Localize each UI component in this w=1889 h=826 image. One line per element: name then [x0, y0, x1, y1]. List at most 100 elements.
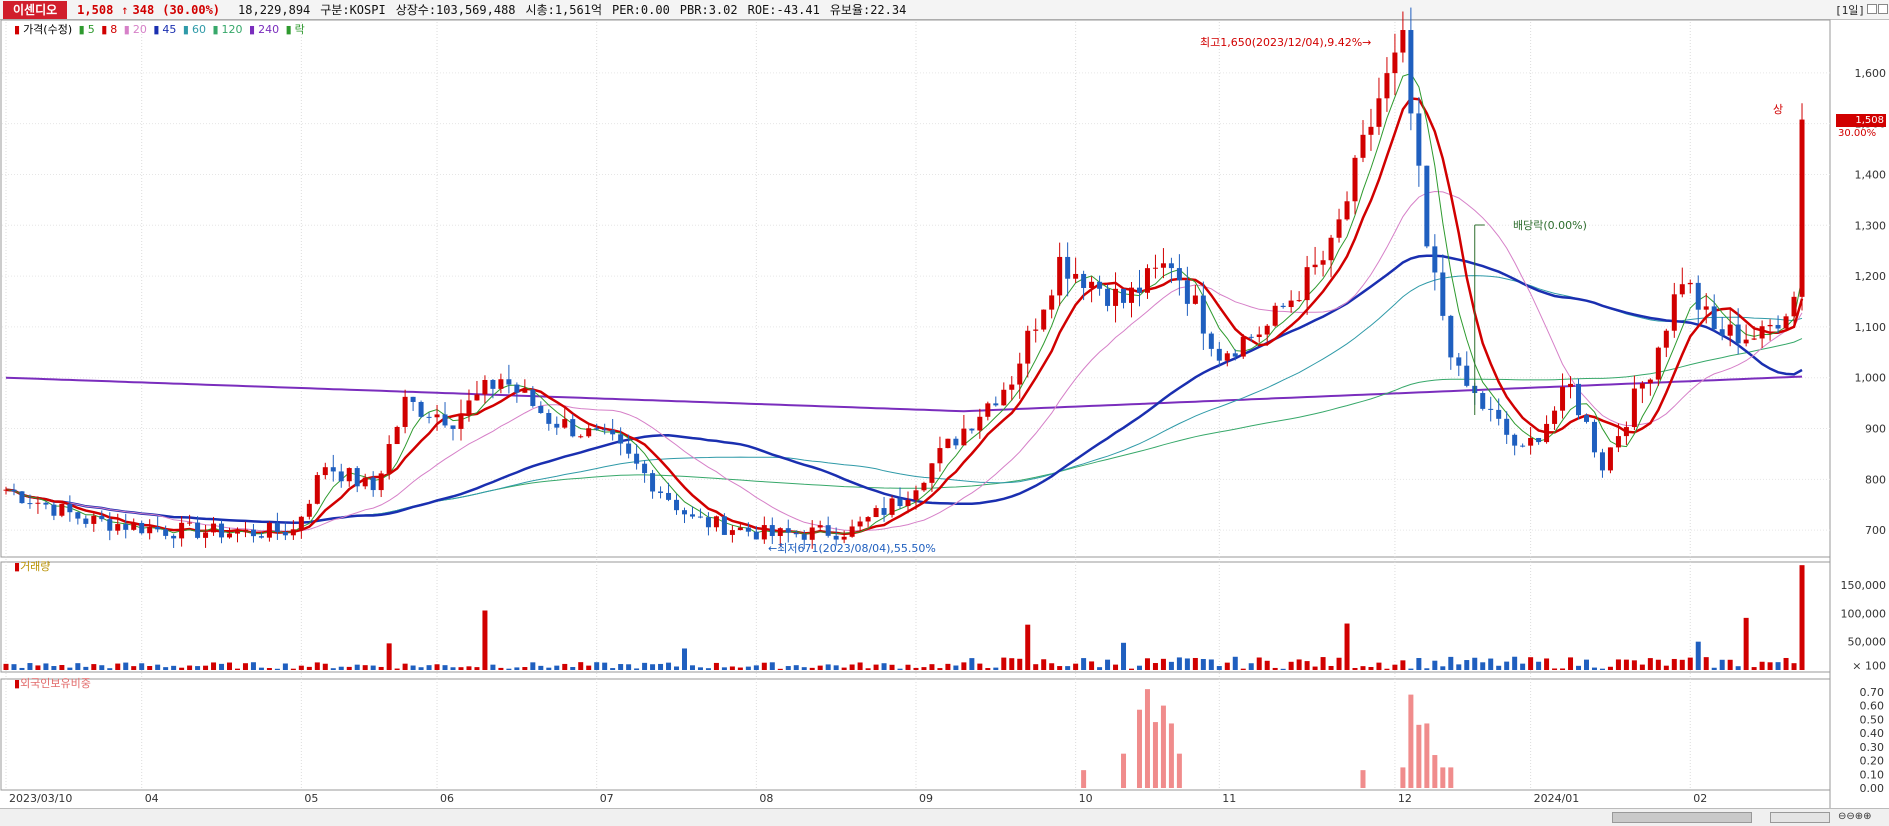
price-tick-label: 1,200: [1855, 270, 1887, 283]
volume-bar: [857, 662, 863, 670]
volume-bar: [1192, 657, 1198, 670]
volume-bar: [578, 662, 584, 670]
volume-bar: [729, 666, 735, 670]
candle-body: [937, 448, 943, 464]
volume-bar: [1097, 667, 1103, 670]
volume-bar: [634, 668, 640, 670]
candle-body: [242, 529, 248, 532]
candle-body: [785, 528, 791, 533]
header-bar: 이센디오 1,508 ↑ 348 (30.00%) 18,229,894 구분:…: [0, 0, 1889, 20]
candle-body: [1408, 30, 1414, 114]
volume-bar: [434, 664, 440, 670]
candle-body: [163, 529, 169, 536]
volume-bar: [1639, 664, 1645, 670]
volume-bar: [43, 663, 49, 670]
legend-ma240: 240: [258, 23, 280, 36]
candle-body: [618, 434, 624, 444]
volume-bar: [242, 663, 248, 670]
volume-bar: [618, 664, 624, 670]
foreign-tick-label: 0.50: [1860, 713, 1885, 726]
volume-bar: [1017, 658, 1023, 670]
candle-body: [1121, 288, 1127, 303]
candle-body: [777, 528, 783, 536]
candle-body: [1568, 383, 1574, 387]
volume-bar: [626, 664, 632, 670]
zoom-slider[interactable]: [1770, 812, 1830, 823]
candle-body: [1623, 427, 1629, 437]
candle-body: [147, 527, 153, 534]
scroll-thumb[interactable]: [1612, 812, 1752, 823]
candle-body: [793, 532, 799, 535]
volume-bar: [841, 667, 847, 670]
zoom-icons[interactable]: ⊖⊖⊕⊕: [1838, 811, 1872, 822]
minimize-button[interactable]: [1867, 4, 1877, 14]
candle-body: [538, 405, 544, 414]
candle-body: [945, 438, 951, 449]
candle-body: [394, 426, 400, 445]
listed-shares: 상장수:103,569,488: [395, 3, 516, 17]
volume-bar: [306, 666, 312, 670]
volume-bar: [1791, 663, 1797, 670]
foreign-bar: [1416, 724, 1422, 788]
volume-bar: [1152, 663, 1158, 670]
foreign-panel-title: ▮외국인보유비중: [14, 677, 91, 690]
candle-body: [1264, 325, 1270, 335]
volume-bar: [187, 665, 193, 670]
volume-bar: [921, 667, 927, 670]
candle-body: [1328, 237, 1334, 261]
foreign-tick-label: 0.20: [1860, 755, 1885, 768]
candle-body: [474, 394, 480, 401]
scroll-bar[interactable]: ⊖⊖⊕⊕: [0, 808, 1889, 826]
candle-body: [985, 403, 991, 417]
candle-body: [610, 430, 616, 435]
candle-body: [1312, 264, 1318, 268]
foreign-holding-bars: [1081, 689, 1454, 788]
volume-bar: [506, 668, 512, 670]
period-selector[interactable]: [1일]: [1835, 4, 1865, 17]
candle-body: [1073, 273, 1079, 279]
volume-bar: [1536, 661, 1542, 670]
candle-body: [1232, 353, 1238, 357]
candle-body: [713, 516, 719, 528]
candle-body: [522, 389, 528, 393]
candle-body: [266, 522, 272, 538]
price-legend: ▮ 가격(수정) ▮ 5 ▮ 8 ▮ 20 ▮ 45 ▮ 60 ▮ 120 ▮ 240 ▮ 락: [14, 21, 308, 37]
foreign-panel-label: 외국인보유비중: [20, 677, 91, 690]
volume-bar: [961, 662, 967, 670]
candle-body: [961, 428, 967, 446]
candle-body: [1767, 324, 1773, 327]
close-button[interactable]: [1878, 4, 1888, 14]
legend-ma5: 5: [87, 23, 95, 36]
candle-body: [1520, 445, 1526, 447]
volume-bar: [1073, 663, 1079, 670]
legend-extra-marker: ▮: [285, 23, 292, 36]
volume-bar: [1232, 656, 1238, 670]
volume-bar: [442, 665, 448, 670]
volume-bar: [458, 667, 464, 670]
legend-ma20: 20: [132, 23, 147, 36]
candle-body: [1576, 383, 1582, 416]
stock-name[interactable]: 이센디오: [3, 0, 68, 19]
candle-body: [1344, 201, 1350, 220]
volume-tick-label: × 100: [1852, 659, 1886, 672]
volume-bar: [1392, 664, 1398, 670]
candle-body: [1256, 334, 1262, 338]
volume-bar: [250, 662, 256, 670]
candle-body: [1129, 287, 1135, 303]
candle-body: [131, 522, 137, 530]
candle-body: [83, 518, 89, 524]
volume-bar: [761, 662, 767, 670]
candle-body: [1224, 353, 1230, 361]
candle-body: [1799, 119, 1805, 297]
volume-bar: [35, 665, 41, 670]
foreign-tick-label: 0.30: [1860, 741, 1885, 754]
foreign-bar: [1144, 689, 1150, 788]
volume-bar: [1025, 624, 1031, 670]
volume-bar: [1560, 668, 1566, 670]
last-price-tag: 1,508: [1836, 114, 1886, 127]
volume-bar: [155, 664, 161, 670]
candle-body: [1631, 388, 1637, 428]
candle-body: [115, 524, 121, 531]
candle-body: [99, 515, 105, 520]
